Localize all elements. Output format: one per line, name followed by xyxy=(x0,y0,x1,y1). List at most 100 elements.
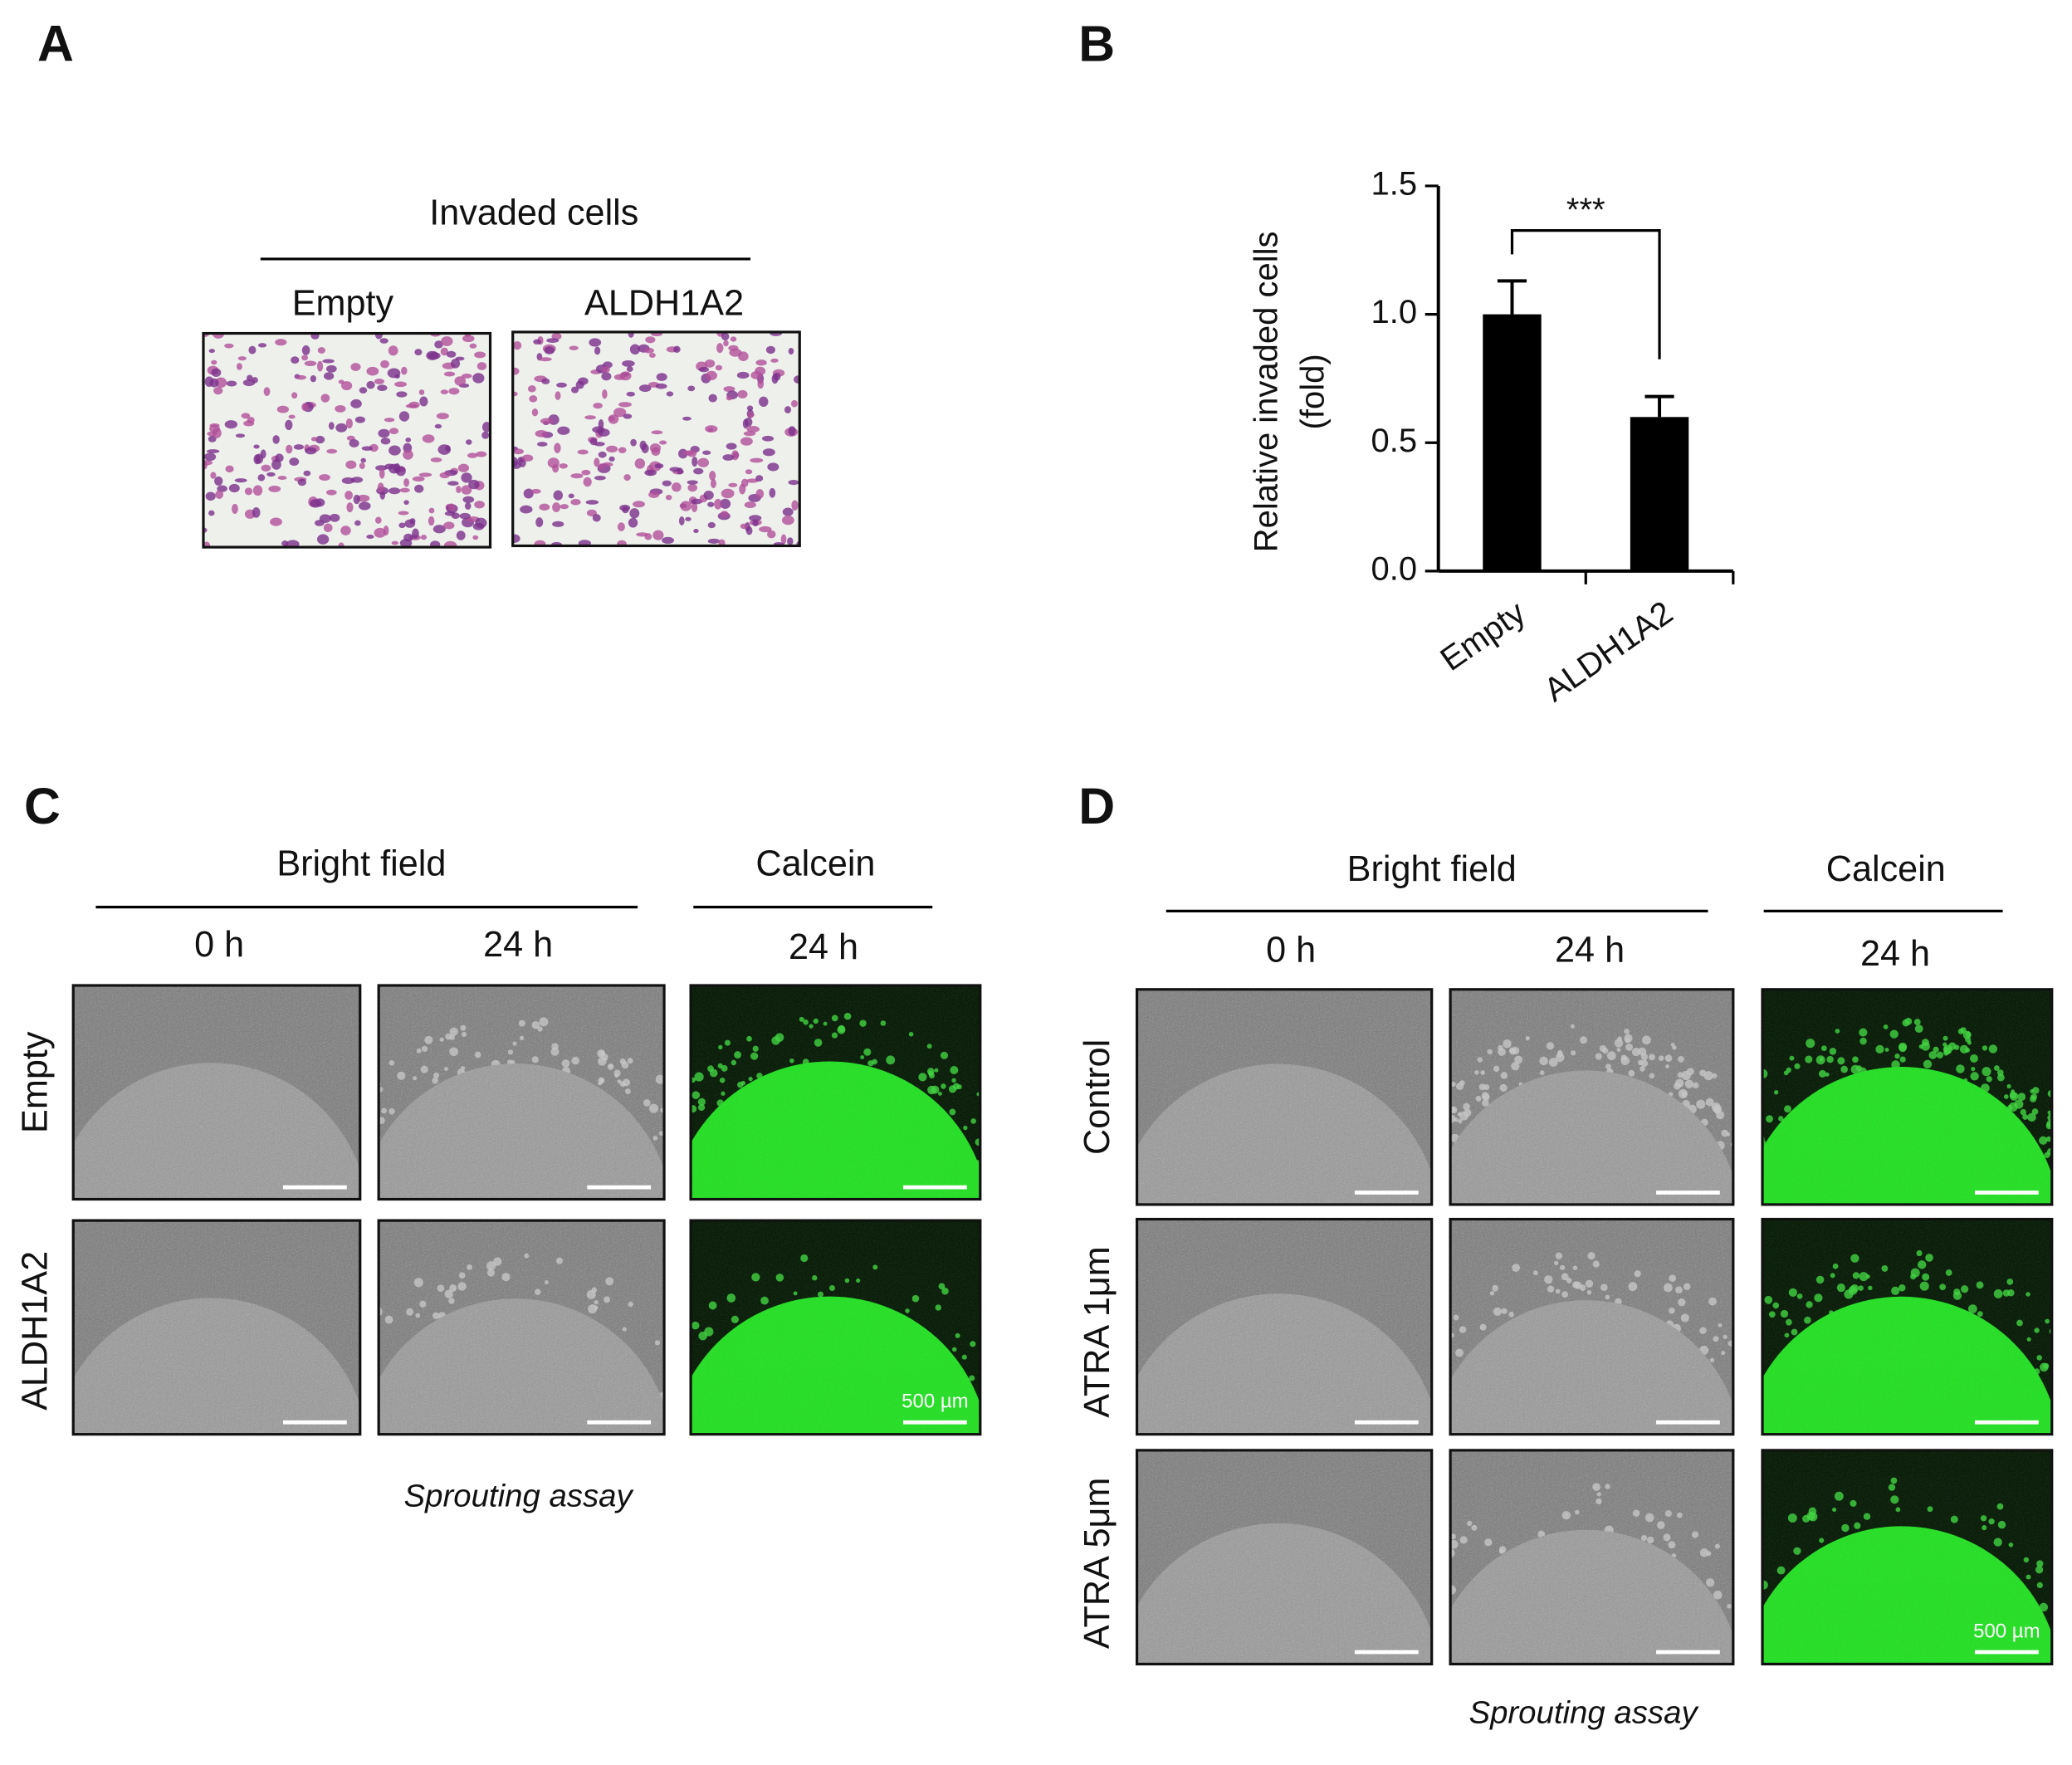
time-label: 24 h xyxy=(1555,930,1625,970)
cell xyxy=(669,467,681,472)
sprout xyxy=(675,1107,682,1115)
sprout xyxy=(1748,1365,1753,1370)
sprout xyxy=(1742,1365,1752,1374)
cell xyxy=(726,395,733,401)
cell xyxy=(476,451,487,457)
cell xyxy=(740,437,753,446)
cell xyxy=(323,523,333,533)
row-label: ATRA 5μm xyxy=(1078,1478,1117,1649)
cell xyxy=(599,463,605,471)
cell xyxy=(767,462,779,472)
cell xyxy=(244,487,253,496)
sprout xyxy=(1750,1547,1758,1555)
cell xyxy=(784,406,792,413)
cell xyxy=(752,520,759,527)
sprout xyxy=(1736,1095,1742,1102)
cell xyxy=(578,540,591,546)
cell xyxy=(285,419,293,431)
cell xyxy=(208,510,215,516)
sprout xyxy=(1735,1321,1741,1327)
cell xyxy=(329,513,340,522)
cell xyxy=(388,428,399,434)
sprout xyxy=(982,1386,991,1396)
cell xyxy=(291,392,298,399)
sprout xyxy=(1751,1202,1760,1211)
cell xyxy=(358,501,371,511)
cell xyxy=(359,462,365,469)
cell xyxy=(693,529,699,534)
sprout xyxy=(987,1097,991,1101)
scale-bar-label: 500 µm xyxy=(1973,1620,2040,1642)
cell xyxy=(512,367,520,375)
sprout xyxy=(1753,1633,1758,1638)
cell xyxy=(608,414,619,424)
texture xyxy=(379,985,665,1200)
cell xyxy=(702,450,711,455)
row-label: Control xyxy=(1078,1039,1117,1155)
cell xyxy=(310,375,317,383)
cell xyxy=(613,374,626,380)
cell xyxy=(377,384,388,392)
cell xyxy=(335,405,346,413)
row-label: Empty xyxy=(15,1031,55,1133)
cell xyxy=(638,384,652,393)
sprout xyxy=(672,1163,682,1172)
cell xyxy=(353,494,360,505)
cell xyxy=(773,372,781,381)
sprout xyxy=(2068,1137,2072,1142)
micrograph xyxy=(1136,989,1432,1205)
cell xyxy=(440,389,448,395)
cell xyxy=(691,456,698,467)
frame xyxy=(377,1219,666,1436)
cell xyxy=(297,478,307,486)
cell xyxy=(697,457,710,467)
cell xyxy=(728,482,738,487)
cell xyxy=(374,527,386,538)
cell xyxy=(322,359,335,364)
cell xyxy=(636,532,648,537)
cell xyxy=(443,521,455,530)
frame xyxy=(511,330,801,548)
cell xyxy=(536,442,548,447)
cell xyxy=(704,359,716,368)
cell xyxy=(301,345,310,355)
cell xyxy=(257,343,267,348)
micrograph xyxy=(379,1220,665,1435)
sprout xyxy=(361,1161,367,1166)
sprout xyxy=(1014,1166,1023,1175)
cell xyxy=(360,457,366,463)
y-tick-label: 1.5 xyxy=(1371,166,1418,203)
cell xyxy=(203,541,211,548)
cell xyxy=(552,502,561,512)
cell xyxy=(544,346,555,354)
cell xyxy=(709,471,716,481)
sprout xyxy=(1757,1357,1761,1362)
sprout xyxy=(1734,1107,1739,1112)
cell xyxy=(534,540,546,546)
cell xyxy=(707,428,714,433)
cell xyxy=(720,498,731,509)
cell xyxy=(555,391,561,400)
cell xyxy=(289,457,300,467)
cell xyxy=(366,534,374,539)
cell xyxy=(394,374,400,379)
cell xyxy=(276,405,289,413)
cell xyxy=(439,472,450,479)
sprout xyxy=(1744,1156,1751,1163)
sprout xyxy=(1742,1640,1748,1647)
texture xyxy=(1762,989,2052,1205)
cell xyxy=(568,493,574,499)
sprout xyxy=(993,1156,1001,1165)
sprout xyxy=(1015,1445,1019,1450)
cell xyxy=(665,494,672,501)
sprout xyxy=(679,1205,687,1214)
sprout xyxy=(1748,1136,1753,1141)
cell xyxy=(570,473,584,479)
cell xyxy=(345,491,354,500)
cell xyxy=(759,526,772,533)
cell xyxy=(266,472,276,477)
texture xyxy=(73,985,360,1200)
texture xyxy=(691,985,980,1200)
cell xyxy=(324,372,335,380)
